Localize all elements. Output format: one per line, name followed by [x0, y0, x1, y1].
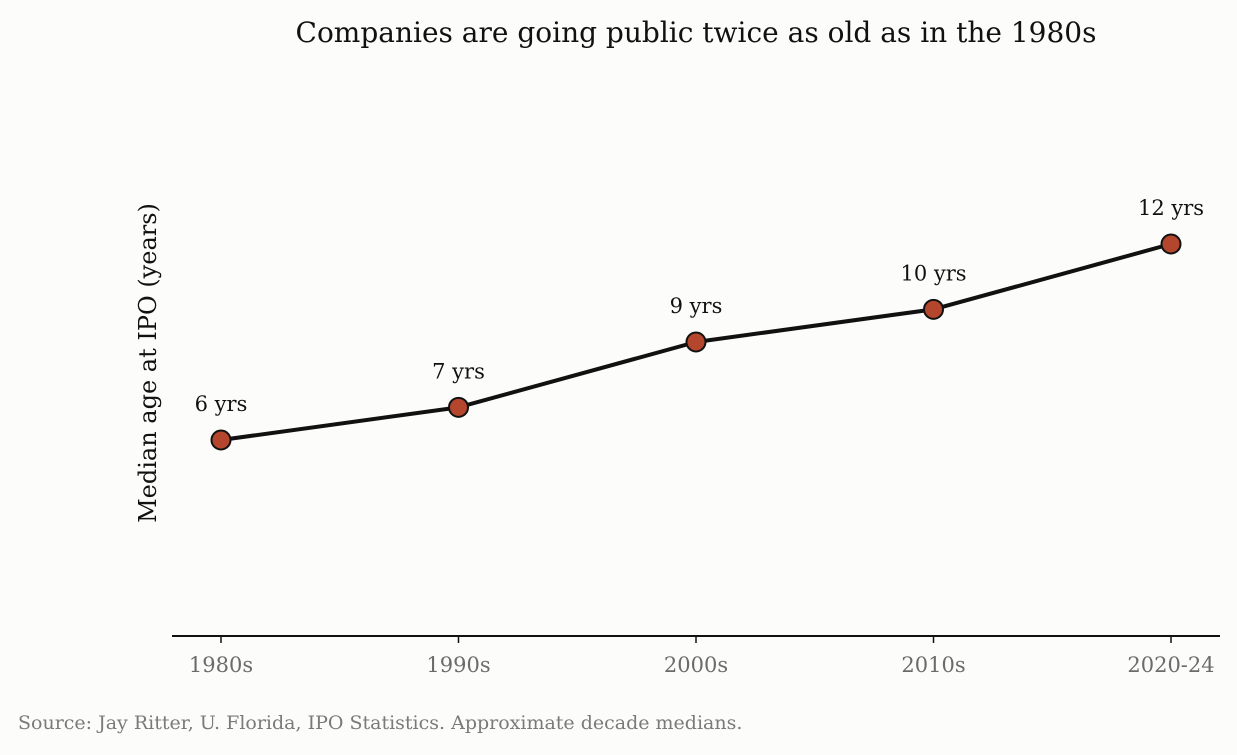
x-tick-label: 2000s	[664, 653, 728, 677]
data-label: 12 yrs	[1138, 196, 1204, 220]
data-label: 9 yrs	[670, 294, 723, 318]
x-ticks: 1980s 1990s 2000s 2010s 2020-24	[189, 636, 1215, 677]
markers	[210, 233, 1182, 451]
source-note: Source: Jay Ritter, U. Florida, IPO Stat…	[18, 712, 742, 734]
x-tick-label: 1990s	[426, 653, 490, 677]
data-point	[448, 396, 469, 418]
data-label: 7 yrs	[432, 359, 485, 383]
data-label: 10 yrs	[900, 261, 966, 285]
data-label: 6 yrs	[195, 392, 248, 416]
data-point	[923, 298, 944, 320]
chart-title: Companies are going public twice as old …	[296, 16, 1097, 49]
data-labels: 6 yrs 7 yrs 9 yrs 10 yrs 12 yrs	[195, 196, 1204, 416]
y-axis-label: Median age at IPO (years)	[134, 203, 162, 523]
data-point	[210, 429, 232, 451]
x-tick-label: 2010s	[901, 653, 965, 677]
x-tick-label: 2020-24	[1127, 653, 1214, 677]
data-point	[685, 331, 707, 353]
data-point	[1160, 233, 1182, 255]
x-tick-label: 1980s	[189, 653, 253, 677]
